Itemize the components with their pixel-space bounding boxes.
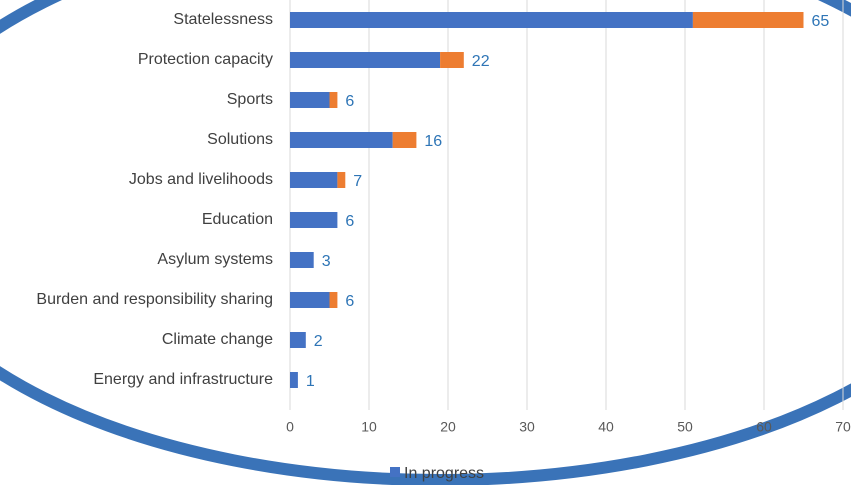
bar-segment	[290, 132, 393, 148]
x-tick-label: 10	[361, 419, 377, 435]
bar-segment	[337, 172, 346, 188]
bar-segment	[290, 52, 441, 68]
bar-segment	[290, 292, 330, 308]
total-label: 6	[345, 293, 354, 310]
y-tick-label: Burden and responsibility sharing	[36, 291, 273, 308]
bar-segment	[290, 212, 338, 228]
bar-segment	[392, 132, 417, 148]
x-tick-label: 70	[835, 419, 851, 435]
bar-segment	[290, 92, 330, 108]
y-tick-label: Solutions	[207, 131, 273, 148]
total-label: 2	[314, 333, 323, 350]
bar-segment	[290, 172, 338, 188]
bar-segment	[692, 12, 804, 28]
y-tick-label: Education	[202, 211, 273, 228]
bar-segment	[329, 292, 338, 308]
y-tick-label: Jobs and livelihoods	[129, 171, 273, 188]
y-tick-label: Protection capacity	[138, 51, 273, 68]
x-tick-label: 40	[598, 419, 614, 435]
bar-segment	[290, 12, 693, 28]
total-label: 3	[322, 253, 331, 270]
total-label: 65	[812, 13, 830, 30]
total-label: 22	[472, 53, 490, 70]
x-tick-label: 50	[677, 419, 693, 435]
total-label: 16	[424, 133, 442, 150]
total-label: 1	[306, 373, 315, 390]
bar-segment	[290, 372, 298, 388]
y-tick-label: Statelessness	[173, 11, 273, 28]
x-tick-label: 30	[519, 419, 535, 435]
legend-swatch	[390, 467, 400, 477]
y-tick-label: Asylum systems	[157, 251, 273, 268]
y-tick-label: Sports	[227, 91, 273, 108]
y-tick-label: Climate change	[162, 331, 273, 348]
y-tick-label: Energy and infrastructure	[93, 371, 273, 388]
x-tick-label: 0	[286, 419, 294, 435]
total-label: 7	[353, 173, 362, 190]
bar-segment	[290, 332, 306, 348]
bar-segment	[290, 252, 314, 268]
bar-segment	[329, 92, 338, 108]
total-label: 6	[345, 213, 354, 230]
x-tick-label: 20	[440, 419, 456, 435]
bar-segment	[440, 52, 464, 68]
legend-label: In progress	[404, 465, 484, 482]
total-label: 6	[345, 93, 354, 110]
x-tick-label: 60	[756, 419, 772, 435]
